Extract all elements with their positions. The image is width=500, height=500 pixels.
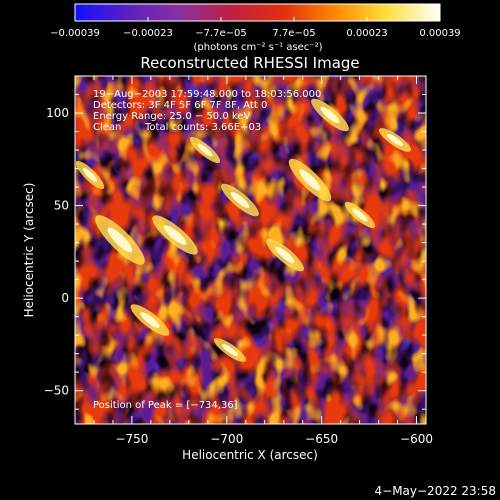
plot-frame [74, 75, 427, 425]
bright-streak-core [275, 246, 295, 264]
colorbar-tick-label: −7.7e−05 [195, 28, 247, 39]
colorbar-tick-label: 7.7e−05 [272, 28, 315, 39]
footer-date: 4−May−2022 23:58 [375, 484, 497, 498]
annotation-detectors: Detectors: 3F 4F 5F 6F 7F 8F, Att 0 [93, 100, 267, 111]
colorbar [74, 3, 441, 22]
bright-streak-core [352, 208, 368, 222]
y-tick-label: −50 [44, 384, 69, 398]
x-tick-label: −600 [400, 432, 433, 446]
colorbar-ticks: −0.00039 −0.00023 −7.7e−05 7.7e−05 0.00023 0.… [50, 17, 461, 39]
colorbar-tick-label: 0.00023 [346, 28, 387, 39]
bright-streak-core [221, 344, 239, 356]
y-axis-label: Heliocentric Y (arcsec) [22, 183, 36, 318]
bright-streak-core [107, 227, 133, 253]
annotation-energy: Energy Range: 25.0 − 50.0 keV [93, 111, 250, 122]
annotation-counts: Total counts: 3.66E+03 [144, 122, 261, 133]
bright-streak-core [140, 312, 160, 328]
bright-streaks [75, 98, 412, 362]
colorbar-unit-label: (photons cm⁻² s⁻¹ asec⁻²) [193, 42, 322, 53]
y-axis: −50 0 50 100 [44, 94, 426, 410]
annotation-peak: Position of Peak = [−734,36] [93, 400, 238, 411]
bright-streak-core [230, 191, 250, 209]
x-axis-label: Heliocentric X (arcsec) [182, 448, 318, 462]
bright-streak-core [386, 134, 404, 146]
bright-streak-core [197, 143, 213, 157]
annotation-block: 19−Aug−2003 17:59:48.000 to 18:03:56.000… [93, 89, 321, 411]
chart-title: Reconstructed RHESSI Image [140, 54, 359, 72]
y-tick-label: 50 [54, 199, 69, 213]
colorbar-tick-label: −0.00039 [50, 28, 100, 39]
annotation-method: Clean [93, 122, 121, 133]
heatmap-image [75, 76, 426, 424]
bright-streak-core [82, 167, 98, 183]
y-tick-label: 100 [46, 106, 69, 120]
colorbar-tick-label: 0.00039 [419, 28, 460, 39]
x-tick-label: −700 [210, 432, 243, 446]
x-tick-label: −750 [115, 432, 148, 446]
bright-streak-core [299, 169, 321, 191]
colorbar-tick-label: −0.00023 [123, 28, 173, 39]
x-tick-label: −650 [305, 432, 338, 446]
bright-streak-core [163, 225, 187, 245]
y-tick-label: 0 [61, 291, 69, 305]
x-axis: −750 −700 −650 −600 [93, 76, 433, 446]
bright-streak-core [320, 106, 340, 124]
annotation-time: 19−Aug−2003 17:59:48.000 to 18:03:56.000 [93, 89, 321, 100]
